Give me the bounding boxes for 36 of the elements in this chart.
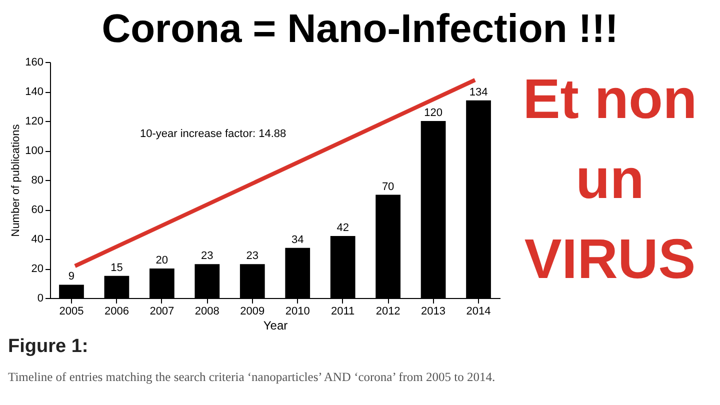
x-tick-label: 2007: [150, 306, 174, 318]
x-tick-label: 2012: [376, 306, 400, 318]
data-label: 23: [246, 250, 259, 262]
chart-title: Corona = Nano-Infection !!!: [102, 7, 618, 51]
x-tick-label: 2011: [331, 306, 355, 318]
x-tick-label: 2008: [194, 306, 220, 318]
x-axis-title: Year: [263, 318, 288, 332]
x-tick-label: 2005: [59, 306, 84, 318]
x-tick-label: 2006: [104, 306, 129, 318]
y-axis-title: Number of publications: [10, 124, 22, 237]
data-label: 70: [382, 180, 394, 193]
y-tick-label: 120: [25, 116, 44, 128]
text: Timeline of entries matching the search criteria ‘nanoparticles’ AND ‘corona’ from 2005 to 2014.: [8, 370, 496, 384]
data-label: 23: [201, 250, 214, 262]
x-tick-label: 2014: [466, 306, 491, 318]
x-tick-label: 2010: [285, 306, 310, 318]
y-tick-label: 0: [37, 292, 44, 304]
data-label: 15: [110, 262, 123, 274]
x-tick-label: 2009: [240, 306, 265, 318]
y-tick-label: 80: [31, 174, 44, 186]
y-tick-label: 20: [31, 263, 44, 275]
annotation: 10-year increase factor: 14.88: [140, 128, 286, 140]
y-tick-label: 160: [25, 56, 44, 68]
y-tick-label: 100: [25, 145, 44, 157]
x-tick-label: 2013: [421, 306, 446, 318]
data-label: 20: [156, 254, 168, 266]
y-tick-label: 60: [31, 204, 44, 216]
caption: Figure 1:: [8, 336, 88, 357]
data-label: 42: [336, 222, 349, 234]
data-label: 134: [469, 86, 488, 98]
data-label: 120: [424, 107, 442, 119]
data-label: 9: [68, 270, 75, 283]
y-tick-label: 140: [25, 86, 44, 98]
text: Et non un VIRUS: [522, 67, 698, 290]
y-tick-label: 40: [31, 234, 44, 246]
data-label: 34: [291, 234, 304, 246]
